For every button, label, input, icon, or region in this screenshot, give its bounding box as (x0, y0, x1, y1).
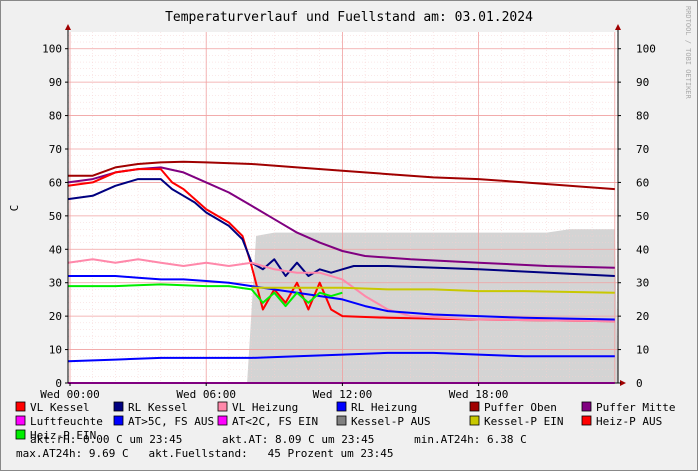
legend-label: VL Kessel (30, 401, 90, 414)
legend-swatch (336, 401, 347, 412)
y-tick-label: 50 (49, 210, 62, 223)
x-tick-label: Wed 06:00 (176, 388, 236, 401)
fill-level-area (70, 229, 618, 383)
y-tick-label-right: 60 (636, 176, 649, 189)
legend-swatch (217, 401, 228, 412)
legend-swatch (581, 415, 592, 426)
grid-layer (68, 32, 618, 384)
info-line-1: akt.rH: 0.00 C um 23:45 akt.AT: 8.09 C u… (30, 433, 527, 446)
legend-label: Kessel-P AUS (351, 415, 430, 428)
legend-swatch (15, 401, 26, 412)
legend-label: Heiz-P EIN (30, 429, 96, 442)
series-rl-kessel (67, 178, 615, 277)
series-heiz-p-ein (68, 283, 343, 308)
y-tick-label: 100 (42, 43, 62, 56)
legend-swatch (217, 415, 228, 426)
y-tick-label-right: 40 (636, 243, 649, 256)
y-tick-label-right: 10 (636, 344, 649, 357)
y-tick-label-right: 30 (636, 277, 649, 290)
y-tick-label-right: 50 (636, 210, 649, 223)
y-axis-arrow (65, 24, 71, 30)
axis-layer: 0 0 10 10 20 20 30 30 40 40 50 50 60 60 70 70 80 80 90 90 10… (40, 24, 656, 401)
legend-swatch (581, 401, 592, 412)
x-tick-label: Wed 18:00 (449, 388, 509, 401)
chart-title: Temperaturverlauf und Fuellstand am: 03.… (165, 10, 533, 25)
legend-swatch (15, 429, 26, 440)
legend-swatch (469, 415, 480, 426)
y-tick-label-right: 90 (636, 76, 649, 89)
x-axis-arrow (620, 380, 626, 386)
legend-label: Puffer Mitte (596, 401, 675, 414)
y-tick-label: 90 (49, 76, 62, 89)
y-tick-label: 0 (55, 377, 62, 390)
legend-label: AT>5C, FS AUS (128, 415, 214, 428)
fill-level-layer (70, 229, 618, 383)
rrdtool-note: RRDTOOL / TOBI OETIKER (684, 6, 692, 100)
legend-label: AT<2C, FS EIN (232, 415, 318, 428)
y-axis-arrow-right (615, 24, 621, 30)
series-at-5c-fs-aus (67, 351, 615, 363)
legend-label: Luftfeuchte (30, 415, 103, 428)
series-vl-kessel (67, 168, 615, 323)
series-kessel-p-ein (251, 286, 615, 294)
y-tick-label: 10 (49, 344, 62, 357)
series-rl-heizung (68, 275, 615, 321)
y-tick-label: 40 (49, 243, 62, 256)
y-tick-label-right: 100 (636, 43, 656, 56)
legend-label: Kessel-P EIN (484, 415, 563, 428)
legend-label: VL Heizung (232, 401, 298, 414)
legend-label: RL Heizung (351, 401, 417, 414)
y-tick-label: 80 (49, 110, 62, 123)
y-tick-label-right: 70 (636, 143, 649, 156)
legend: VL Kessel RL Kessel VL Heizung RL Heizung Pu… (15, 401, 675, 442)
legend-label: Puffer Oben (484, 401, 557, 414)
legend-swatch (113, 415, 124, 426)
x-tick-label: Wed 12:00 (313, 388, 373, 401)
y-tick-label-right: 20 (636, 310, 649, 323)
legend-swatch (113, 401, 124, 412)
legend-swatch (336, 415, 347, 426)
y-tick-label: 70 (49, 143, 62, 156)
y-axis-label: C (8, 205, 21, 212)
info-line-2: max.AT24h: 9.69 C akt.Fuellstand: 45 Pro… (16, 447, 394, 460)
legend-label: RL Kessel (128, 401, 188, 414)
legend-swatch (469, 401, 480, 412)
y-tick-label-right: 0 (636, 377, 643, 390)
series-puffer-oben (68, 160, 615, 191)
legend-swatch (15, 415, 26, 426)
y-tick-label: 20 (49, 310, 62, 323)
y-tick-label-right: 80 (636, 110, 649, 123)
y-tick-label: 30 (49, 277, 62, 290)
legend-label: Heiz-P AUS (596, 415, 662, 428)
x-tick-label: Wed 00:00 (40, 388, 100, 401)
y-tick-label: 60 (49, 176, 62, 189)
